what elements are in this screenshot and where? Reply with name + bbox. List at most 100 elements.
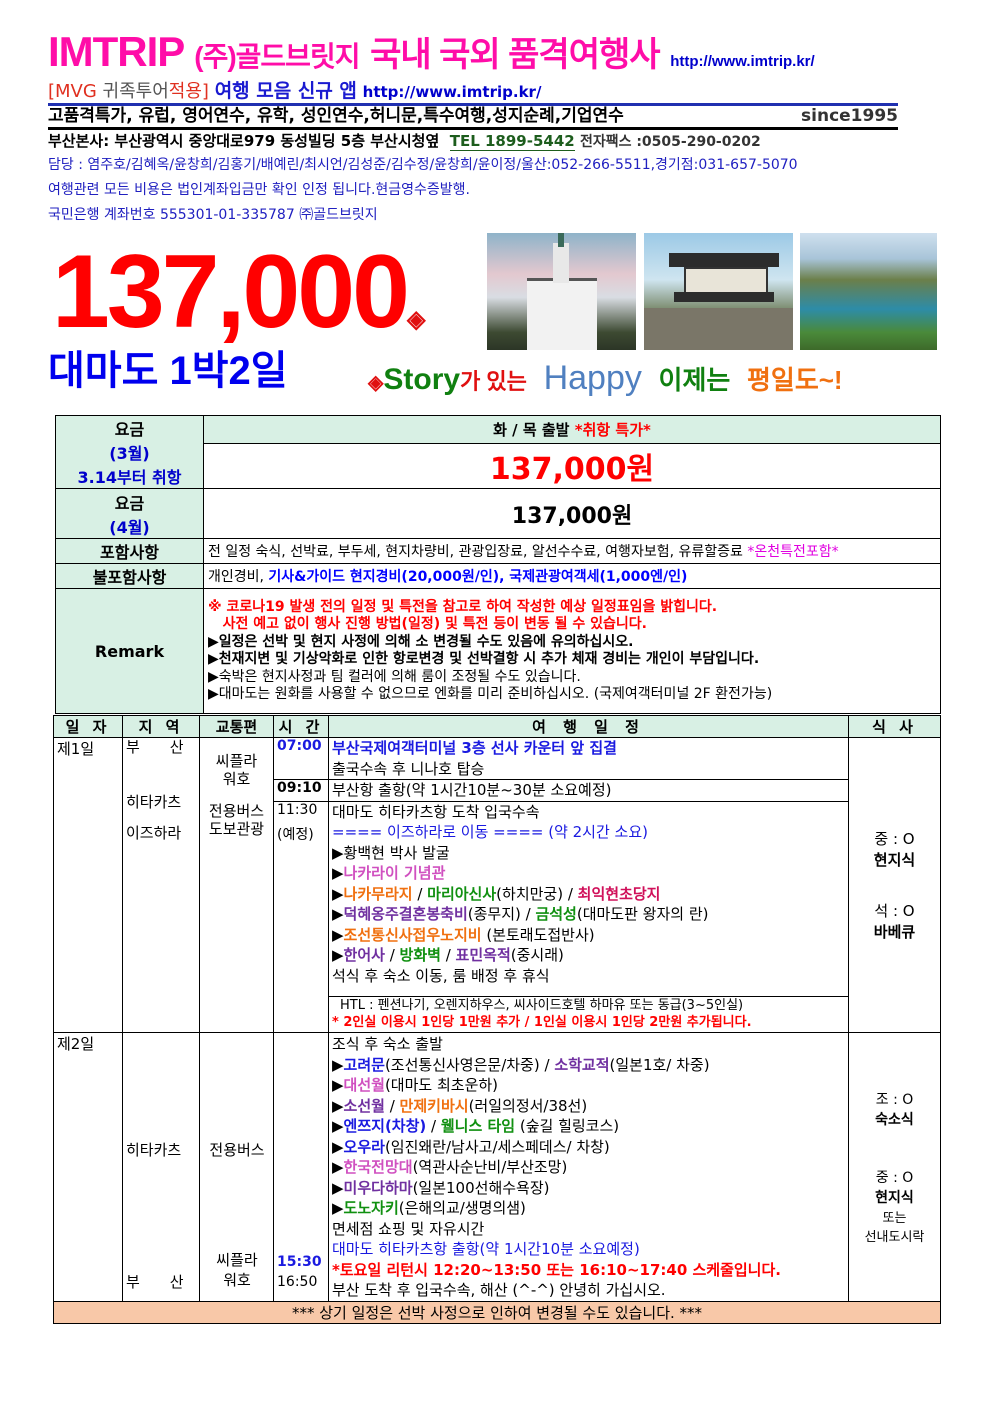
schedule-text: (일본100선해수욕장) — [412, 1178, 550, 1197]
schedule-text: 석식 후 숙소 이동, 룸 배정 후 휴식 — [332, 966, 550, 985]
schedule-text: (하치만궁) / — [496, 884, 578, 903]
schedule-line: 부산 도착 후 입국수속, 해산 (^-^) 안녕히 가십시오. — [332, 1280, 845, 1300]
region: 히타카츠 — [126, 1141, 182, 1159]
schedule-line: 출국수속 후 니나호 탑승 — [332, 759, 845, 779]
schedule-text: 소선월 — [343, 1096, 385, 1115]
services: 고품격특가, 유럽, 영어연수, 유학, 성인연수,허니문,특수여행,성지순례,… — [48, 106, 624, 126]
schedule-line: 대마도 히타카츠항 도착 입국수속 — [332, 802, 845, 822]
day2-regions: 히타카츠 부 산 — [122, 1032, 200, 1302]
schedule-text: 웰니스 타임 — [440, 1117, 516, 1135]
schedule-text: (숲길 힐링코스) — [515, 1117, 620, 1135]
coastline-photo — [800, 233, 937, 350]
schedule-text: 방화벽 — [399, 946, 441, 964]
fare-label: 요금 — [114, 493, 145, 513]
bullet-arrow-icon: ▶ — [332, 1178, 344, 1197]
schedule-text: (임진왜란/남사고/세스페데스/ 차창) — [384, 1137, 610, 1156]
schedule-line: 조식 후 숙소 출발 — [332, 1034, 845, 1055]
schedule-text: 부산 도착 후 입국수속, 해산 (^-^) 안녕히 가십시오. — [332, 1281, 666, 1299]
remark-line: 사전 예고 없이 행사 진행 방법(일정) 및 특전 등이 변동 될 수 있습니… — [208, 616, 647, 632]
schedule-text: 소학교적 — [554, 1055, 610, 1074]
payment-notice: 여행관련 모든 비용은 법인계좌입금만 확인 인정 됩니다.현금영수증발행. — [48, 182, 470, 198]
time: 15:30 — [277, 1254, 322, 1270]
schedule-block: 대마도 히타카츠항 도착 입국수속 ==== 이즈하라로 이동 ==== (약 2… — [328, 800, 849, 997]
app-link[interactable]: http://www.imtrip.kr/ — [362, 83, 542, 101]
schedule-line: ▶오우라(임진왜란/남사고/세스페데스/ 차창) — [332, 1137, 845, 1158]
schedule-line: 면세점 쇼핑 및 자유시간 — [332, 1219, 845, 1240]
schedule-line: ▶한어사 / 방화벽 / 표민옥적(중시래) — [332, 945, 845, 966]
departure-days: 화 / 목 출발 — [493, 421, 570, 439]
hero-price: 137,000◈ — [52, 240, 426, 372]
schedule-text: (조선통신사영은문/차중) / — [384, 1055, 555, 1074]
time: 16:50 — [277, 1274, 318, 1290]
schedule-text: 만제키바시 — [399, 1096, 469, 1115]
time: 11:30 — [277, 801, 318, 818]
telephone[interactable]: TEL 1899-5442 — [449, 132, 575, 151]
schedule-text: 면세점 쇼핑 및 자유시간 — [332, 1219, 485, 1238]
schedule-text: 대마도 히타카츠항 도착 입국수속 — [332, 802, 540, 821]
departure-header: 화 / 목 출발 *취항 특가* — [203, 415, 941, 444]
mvg-open: [MVG — [48, 81, 97, 102]
bullet-arrow-icon: ▶ — [332, 1117, 344, 1135]
remark-line: ▶천재지변 및 기상악화로 인한 항로변경 및 선박결항 시 추가 체재 경비는… — [208, 651, 760, 667]
bullet-arrow-icon: ▶ — [332, 1076, 344, 1094]
tagline: ◈Story가 있는 Happy 이제는 평일도~! — [368, 360, 843, 401]
col-day: 일 자 — [53, 715, 123, 738]
brand-name: IMTRIP — [48, 28, 185, 75]
remarks: ※ 코로나19 발생 전의 일정 및 특전을 참고로 하여 작성한 예상 일정표… — [203, 588, 941, 714]
hotel-info: HTL : 펜션나기, 오렌지하우스, 씨사이드호텔 하마유 또는 동급(3~5… — [328, 996, 849, 1033]
schedule-text: 조식 후 숙소 출발 — [332, 1035, 443, 1053]
schedule-line: ▶도노자키(은해의교/생명의샘) — [332, 1198, 845, 1219]
col-time: 시 간 — [273, 715, 329, 738]
bank-account: 국민은행 계좌번호 555301-01-335787 ㈜골드브릿지 — [48, 207, 378, 223]
meal: 선내도시락 — [864, 1229, 925, 1245]
schedule-line: *토요일 리턴시 12:20~13:50 또는 16:10~17:40 스케줄입… — [332, 1260, 845, 1281]
march-label: (3월) — [109, 444, 150, 463]
included-extra: *온천특전포함* — [747, 544, 839, 560]
schedule-text: 덕혜옹주결혼봉축비 — [343, 905, 468, 923]
schedule-text: / — [384, 946, 400, 964]
excluded-text: 개인경비, — [208, 569, 269, 585]
col-schedule: 여 행 일 정 — [328, 715, 849, 738]
tag-story: Story — [383, 363, 461, 396]
bullet-arrow-icon: ▶ — [332, 905, 344, 923]
schedule-text: 오우라 — [343, 1137, 385, 1156]
schedule-block: 조식 후 숙소 출발 ▶고려문(조선통신사영은문/차중) / 소학교적(일본1호/… — [328, 1032, 849, 1302]
schedule-line: ▶나카무라지 / 마리아신사(하치만궁) / 최익현초당지 — [332, 884, 845, 905]
schedule-line: ▶엔쯔지(차창) / 웰니스 타임 (숲길 힐링코스) — [332, 1116, 845, 1137]
schedule-text: 금석성 — [535, 905, 577, 923]
transport: 워호 — [223, 1271, 251, 1289]
special-badge: *취항 특가* — [574, 421, 651, 439]
schedule-text: 엔쯔지(차창) — [343, 1117, 427, 1135]
day2-times: 15:30 16:50 — [273, 1032, 329, 1302]
col-transport: 교통편 — [199, 715, 274, 738]
bullet-arrow-icon: ▶ — [332, 1137, 344, 1156]
schedule-text: 한국전망대 — [343, 1158, 413, 1176]
header-title: IMTRIP (주)골드브릿지 국내 국외 품격여행사 http://www.i… — [48, 28, 815, 86]
transport: 씨플라 — [216, 1251, 258, 1269]
website-link[interactable]: http://www.imtrip.kr/ — [670, 53, 815, 70]
schedule-line: ▶조선통신사접우노지비 (본토래도접반사) — [332, 925, 845, 946]
staff-line: 담당 : 염주호/김혜옥/윤창희/김홍기/배예린/최시언/김성준/김수정/윤창희… — [48, 157, 798, 173]
day2-meals: 조 : O 숙소식 중 : O 현지식 또는 선내도시락 — [848, 1032, 941, 1302]
tag-weekday: 평일도~! — [746, 365, 843, 395]
church-photo — [487, 233, 636, 350]
transport: 전용버스 — [209, 1141, 265, 1159]
hotel-list: HTL : 펜션나기, 오렌지하우스, 씨사이드호텔 하마유 또는 동급(3~5… — [340, 998, 744, 1013]
included-text: 전 일정 숙식, 선박료, 부두세, 현지차량비, 관광입장료, 알선수수료, … — [208, 544, 748, 560]
company-name: (주)골드브릿지 — [194, 41, 360, 72]
schedule-change-notice: *** 상기 일정은 선박 사정으로 인하여 변경될 수도 있습니다. *** — [53, 1300, 941, 1324]
transport: 도보관광 — [208, 820, 265, 838]
schedule-line: 석식 후 숙소 이동, 룸 배정 후 휴식 — [332, 966, 845, 987]
bullet-arrow-icon: ▶ — [332, 1055, 344, 1074]
app-promo: 여행 모음 신규 앱 — [214, 80, 357, 102]
time: 09:10 — [273, 779, 329, 802]
fare-label: 요금 — [114, 420, 145, 439]
tag-happy: Happy — [543, 359, 642, 397]
excluded-label: 불포함사항 — [55, 563, 204, 589]
schedule-text: (은해의교/생명의샘) — [398, 1199, 526, 1217]
schedule-text: (종무지) / — [467, 905, 536, 923]
divider — [48, 127, 898, 130]
diamond-icon: ◈ — [406, 306, 426, 333]
remark-line: ▶대마도는 원화를 사용할 수 없으므로 엔화를 미리 준비하십시오. (국제여… — [208, 686, 773, 702]
schedule-text: 최익현초당지 — [577, 884, 661, 903]
